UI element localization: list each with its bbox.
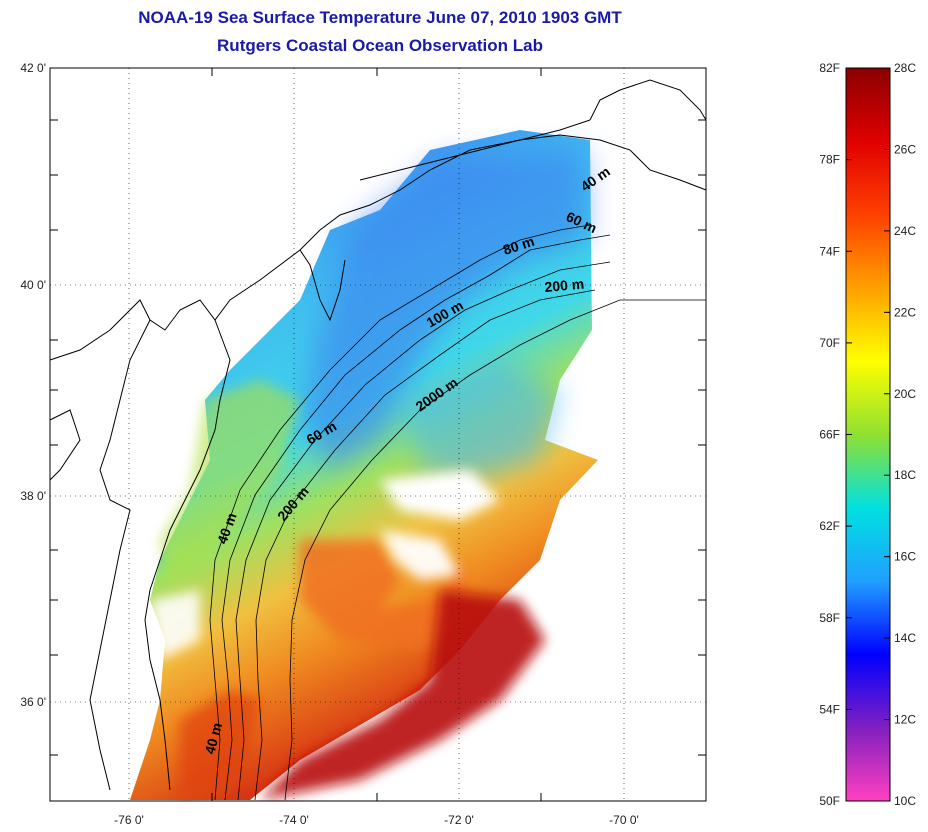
colorbar-c-label: 24C — [894, 224, 916, 238]
colorbar-c-label: 18C — [894, 468, 916, 482]
cloud-gap — [380, 470, 500, 520]
isobath-labels: 40 m 60 m 80 m 200 m 100 m 2000 m 60 m 2… — [201, 163, 612, 756]
colorbar-c-label: 10C — [894, 794, 916, 808]
lon-label: -70 0' — [609, 813, 639, 827]
map-frame — [49, 67, 707, 802]
colorbar-f-label: 70F — [819, 336, 840, 350]
warm-shelf-south — [180, 690, 260, 800]
colorbar-c-label: 20C — [894, 387, 916, 401]
colorbar-c-label: 28C — [894, 61, 916, 75]
lon-label: -76 0' — [114, 813, 144, 827]
isobath-label: 200 m — [544, 276, 585, 295]
warm-eddy — [300, 540, 470, 650]
slope-water-patch — [400, 360, 560, 480]
colorbar-ticks — [846, 67, 890, 802]
map-subtitle: Rutgers Coastal Ocean Observation Lab — [217, 36, 543, 55]
cloud-gap — [150, 590, 200, 660]
colorbar-c-label: 16C — [894, 550, 916, 564]
isobath-lines — [209, 224, 706, 801]
axis-ticks — [50, 68, 706, 801]
cloud-gap — [380, 530, 460, 580]
colorbar: 82F 78F 74F 70F 66F 62F 58F 54F 50F 28C 26C 24C 22C 2… — [819, 61, 916, 808]
sst-field — [130, 130, 598, 800]
shelf-band — [160, 380, 300, 580]
coastline — [49, 79, 707, 791]
gulf-stream — [260, 590, 545, 800]
colorbar-f-label: 74F — [819, 244, 840, 258]
lon-label: -72 0' — [444, 813, 474, 827]
lon-labels: -76 0' -74 0' -72 0' -70 0' — [114, 813, 639, 827]
lat-label: 36 0' — [20, 695, 46, 709]
map-title: NOAA-19 Sea Surface Temperature June 07,… — [138, 8, 622, 27]
colorbar-c-label: 22C — [894, 305, 916, 319]
sst-swath — [130, 130, 598, 800]
lon-label: -74 0' — [279, 813, 309, 827]
colorbar-c-label: 14C — [894, 631, 916, 645]
lat-label: 42 0' — [20, 61, 46, 75]
colorbar-c-label: 12C — [894, 713, 916, 727]
isobath-label: 40 m — [201, 721, 225, 756]
lat-labels: 42 0' 40 0' 38 0' 36 0' — [20, 61, 46, 709]
colorbar-f-label: 54F — [819, 702, 840, 716]
colorbar-scale — [845, 67, 891, 802]
lat-label: 38 0' — [20, 489, 46, 503]
graticule — [50, 68, 706, 801]
colorbar-labels: 82F 78F 74F 70F 66F 62F 58F 54F 50F 28C 26C 24C 22C 2… — [819, 61, 916, 808]
colorbar-f-label: 66F — [819, 428, 840, 442]
colorbar-f-label: 78F — [819, 153, 840, 167]
colorbar-f-label: 58F — [819, 611, 840, 625]
colorbar-f-label: 62F — [819, 519, 840, 533]
colorbar-f-label: 50F — [819, 794, 840, 808]
colorbar-c-label: 26C — [894, 142, 916, 156]
cold-water-patch — [300, 150, 588, 470]
lat-label: 40 0' — [20, 278, 46, 292]
colorbar-f-label: 82F — [819, 61, 840, 75]
